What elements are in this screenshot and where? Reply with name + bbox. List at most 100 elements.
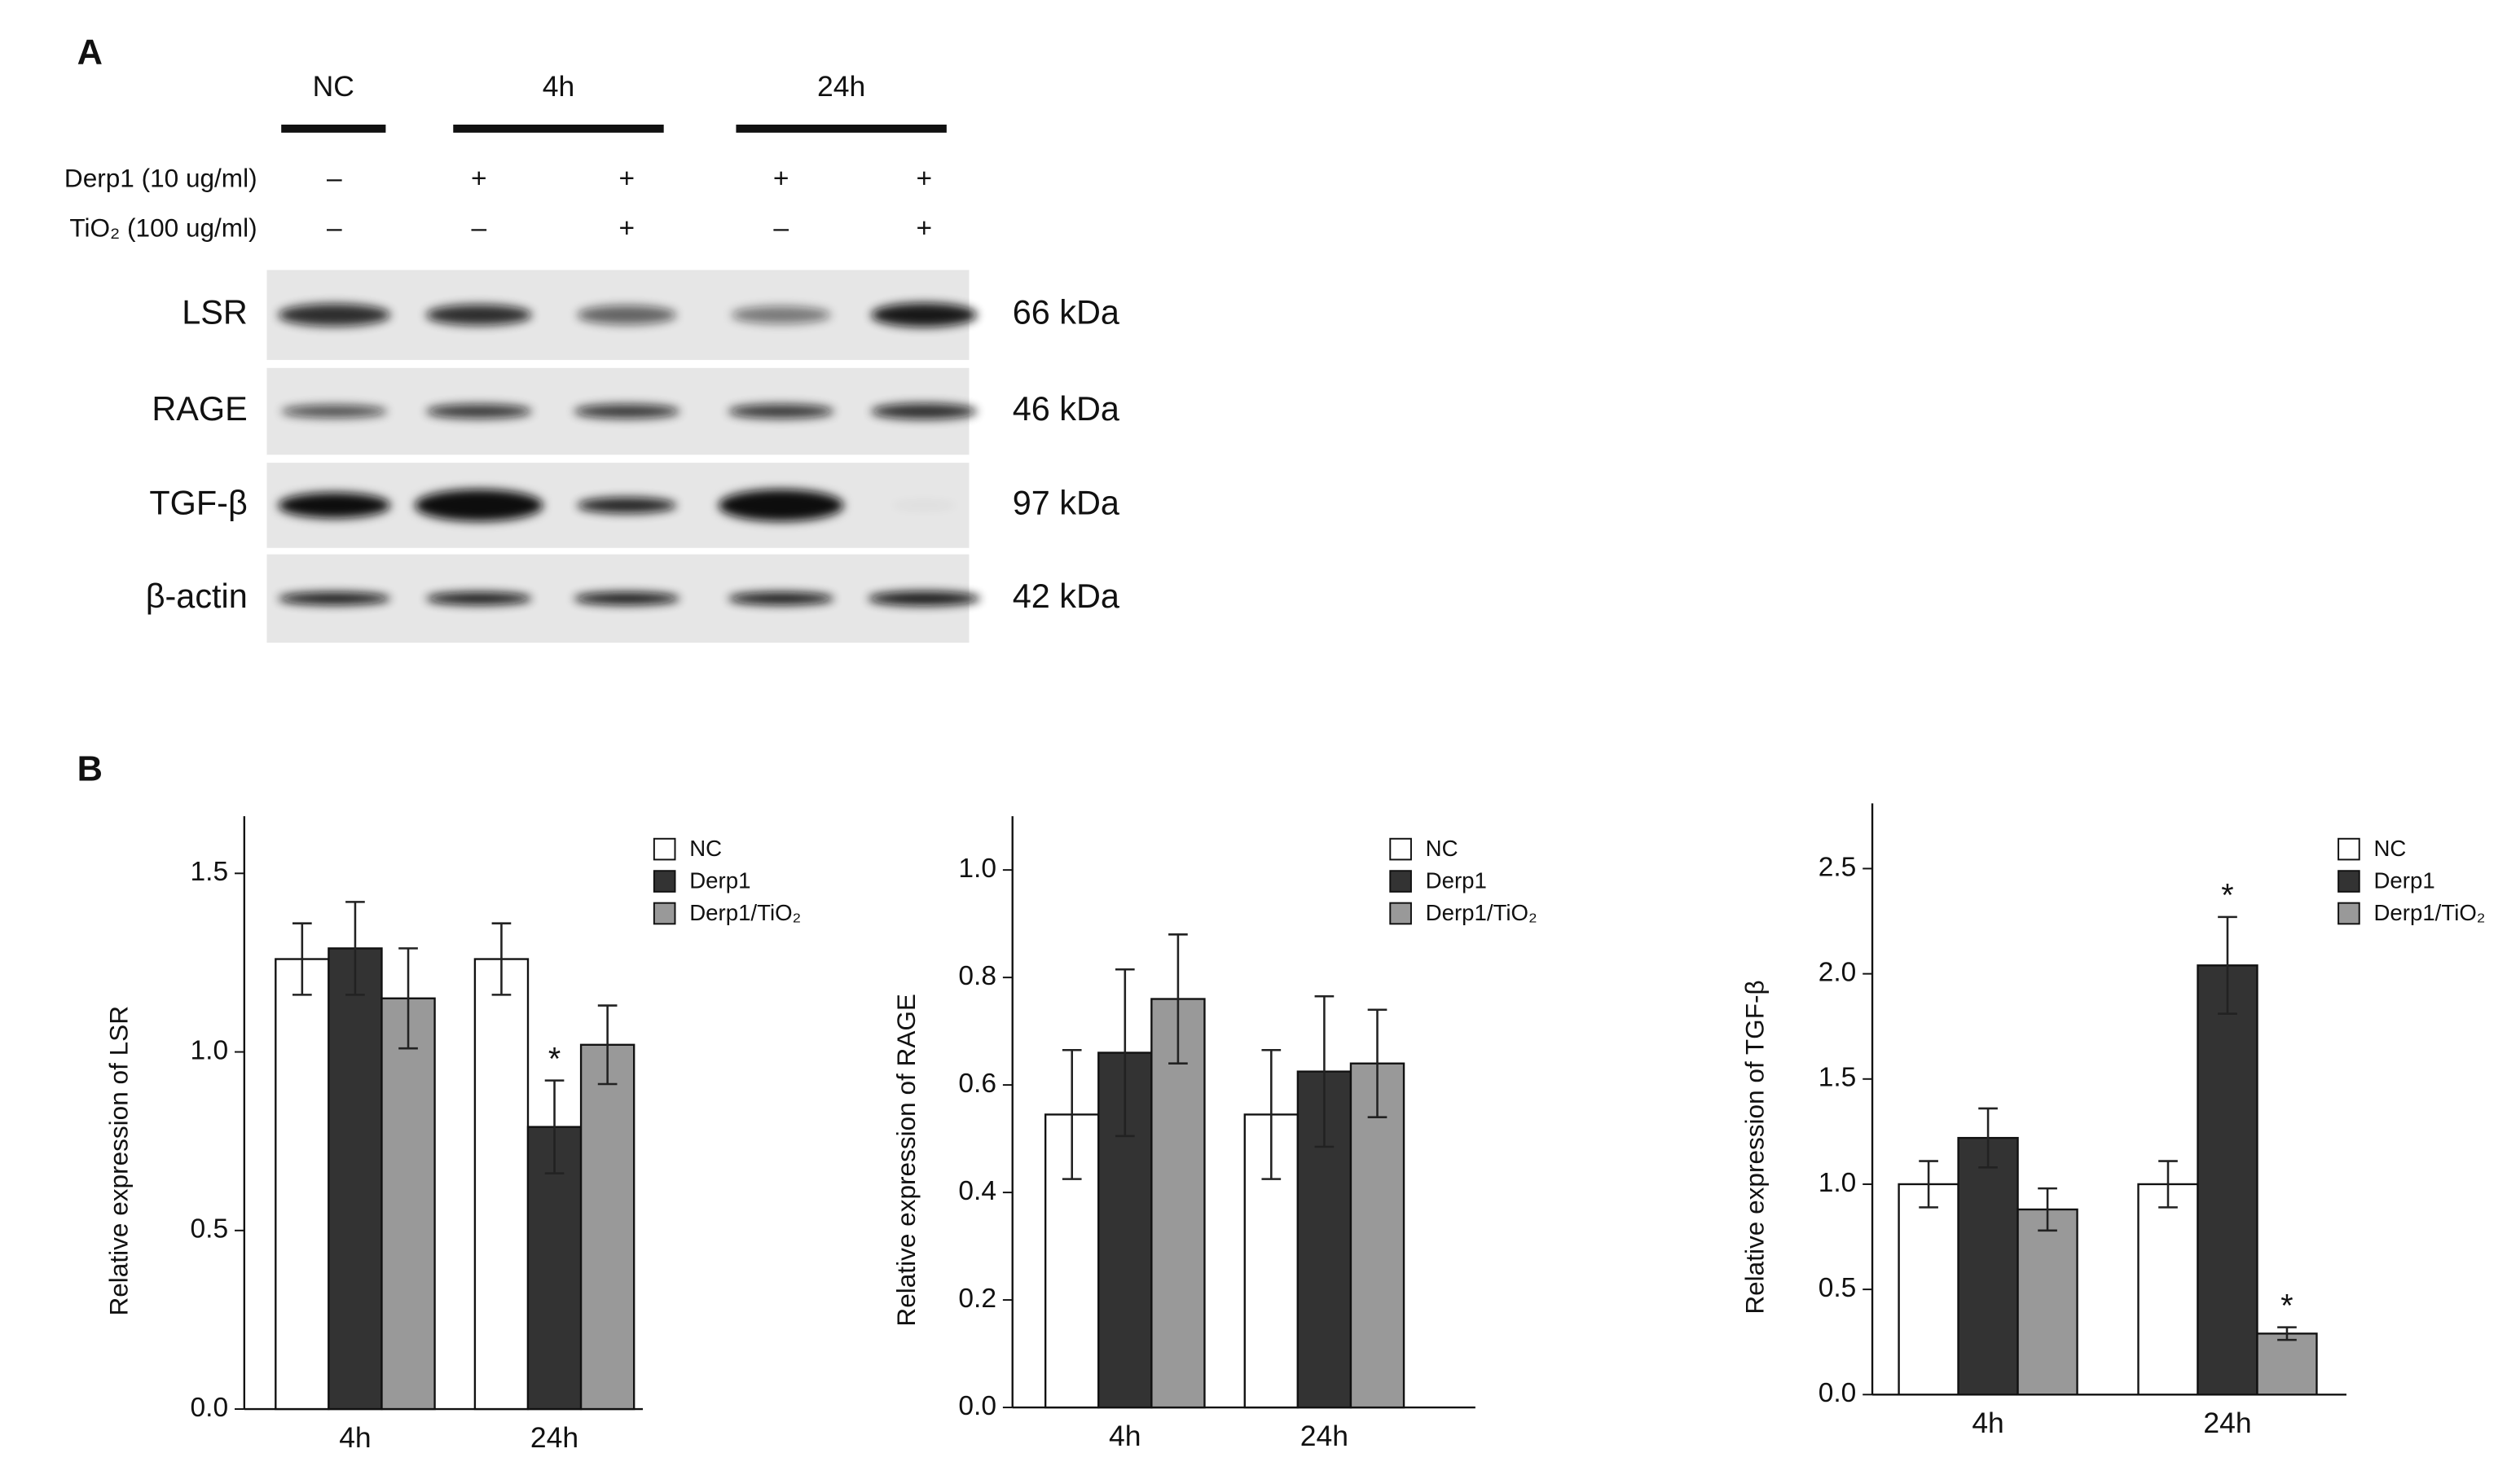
y-tick-label: 0.0 [1819, 1378, 1857, 1408]
y-tick-label: 0.5 [191, 1214, 229, 1245]
error-bar [544, 1079, 565, 1174]
y-tick-label: 2.0 [1819, 957, 1857, 987]
error-bar [1367, 1008, 1388, 1118]
group-label: NC [313, 70, 354, 103]
y-tick-label: 0.2 [958, 1284, 996, 1314]
legend-label: Derp1 [2373, 867, 2434, 893]
treatment-sign: – [773, 213, 789, 244]
protein-label: LSR [182, 294, 248, 331]
error-bar [345, 901, 365, 996]
error-bar [2218, 915, 2237, 1015]
treatment-sign: + [773, 164, 789, 194]
panel-label: B [77, 749, 103, 788]
blot-band [278, 303, 391, 327]
bar [2197, 964, 2258, 1396]
treatment-sign: – [327, 213, 342, 244]
protein-label: RAGE [152, 390, 247, 428]
y-tick-label: 0.0 [191, 1393, 229, 1423]
blot-band [278, 492, 391, 519]
blot-band [278, 591, 391, 605]
bar [2256, 1332, 2318, 1396]
x-tick-label: 24h [2203, 1407, 2251, 1439]
blot-band [574, 404, 680, 419]
bar [380, 997, 436, 1411]
y-tick-label: 1.0 [958, 854, 996, 884]
y-tick-label: 0.6 [958, 1069, 996, 1099]
error-bar [1261, 1048, 1282, 1180]
treatment-sign: + [471, 164, 487, 194]
blot-band [871, 302, 978, 327]
y-tick-label: 1.0 [1819, 1168, 1857, 1198]
blot-band [574, 591, 680, 605]
legend-swatch [2337, 902, 2360, 925]
treatment-sign: + [916, 164, 932, 194]
error-bar [1314, 994, 1335, 1148]
x-tick-label: 24h [530, 1421, 578, 1454]
x-tick-label: 4h [339, 1421, 372, 1454]
error-bar [1062, 1048, 1082, 1180]
legend-label: Derp1/TiO₂ [2373, 900, 2485, 925]
legend-label: NC [2373, 836, 2406, 861]
size-label: 42 kDa [1013, 577, 1120, 615]
bar [1898, 1183, 1959, 1396]
error-bar [491, 922, 512, 996]
blot-band [414, 489, 543, 522]
error-bar [1978, 1107, 1998, 1169]
bar [328, 947, 383, 1411]
group-label: 4h [543, 70, 575, 103]
y-tick-label: 1.5 [1819, 1063, 1857, 1093]
blot-band [731, 305, 831, 324]
error-bar [2277, 1326, 2297, 1341]
protein-label: TGF-β [149, 484, 247, 521]
blot-band [577, 497, 677, 514]
legend-swatch [2337, 837, 2360, 861]
legend-label: Derp1 [1426, 867, 1487, 893]
legend-swatch [653, 837, 676, 861]
protein-label: β-actin [146, 577, 248, 615]
error-bar [292, 922, 312, 996]
treatment-label: Derp1 (10 ug/ml) [64, 163, 257, 192]
legend-swatch [1389, 837, 1412, 861]
blot-band [891, 500, 957, 511]
legend-label: Derp1/TiO₂ [1426, 900, 1537, 925]
error-bar [1115, 968, 1135, 1138]
treatment-sign: – [472, 213, 487, 244]
treatment-sign: + [916, 213, 932, 244]
legend-label: Derp1 [689, 867, 750, 893]
size-label: 46 kDa [1013, 390, 1120, 428]
legend-swatch [1389, 902, 1412, 925]
treatment-sign: + [619, 164, 635, 194]
blot-band [871, 403, 978, 419]
bar [473, 958, 530, 1411]
blot-band [425, 304, 532, 326]
error-bar [1919, 1160, 1938, 1209]
y-tick-label: 1.5 [191, 857, 229, 887]
legend-label: NC [689, 836, 722, 861]
treatment-sign: + [619, 213, 635, 244]
treatment-sign: – [327, 164, 342, 194]
blot-band [577, 305, 677, 325]
bar [1957, 1136, 2019, 1396]
bar [1150, 998, 1206, 1409]
blot-band [425, 404, 532, 419]
blot-band [868, 590, 981, 606]
y-tick-label: 1.0 [191, 1035, 229, 1065]
group-label: 24h [817, 70, 865, 103]
blot-band [425, 591, 532, 605]
significance-mark: * [2221, 878, 2233, 914]
error-bar [2158, 1160, 2178, 1209]
y-axis-label: Relative expression of RAGE [891, 994, 921, 1327]
panel-label: A [77, 33, 103, 72]
error-bar [2038, 1187, 2057, 1232]
legend-swatch [1389, 870, 1412, 893]
legend-swatch [653, 870, 676, 893]
bar [579, 1043, 635, 1411]
bar [2016, 1208, 2078, 1396]
x-tick-label: 4h [1972, 1407, 2003, 1439]
legend-label: NC [1426, 836, 1458, 861]
bar [275, 958, 330, 1411]
blot-band [718, 489, 844, 522]
error-bar [1168, 933, 1188, 1065]
